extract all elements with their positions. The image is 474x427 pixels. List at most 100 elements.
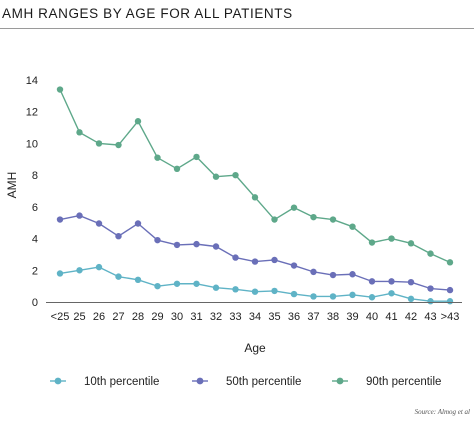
x-tick-label: >43 [441,311,460,323]
legend-swatch-marker [196,377,204,385]
y-tick-label: 14 [26,75,38,87]
data-point [251,288,259,295]
legend-label: 90th percentile [366,376,441,388]
x-tick-label: 38 [327,311,339,323]
data-point [232,254,239,261]
data-point [271,256,278,264]
data-point [212,243,220,250]
x-tick-label: 32 [210,311,222,323]
data-point [115,232,122,240]
x-tick-label: <25 [51,311,70,323]
x-tick-label: 29 [151,311,163,323]
data-point [134,118,142,125]
data-point [173,165,181,172]
data-point [310,293,317,300]
data-point [329,216,337,223]
data-point [212,173,220,180]
x-tick-label: 41 [385,311,397,323]
data-point [76,212,83,219]
data-point [310,268,317,276]
x-tick-label: 25 [73,311,85,323]
legend-label: 10th percentile [84,376,159,388]
data-point [56,216,64,223]
y-axis-ticks: 0 2 4 6 8 10 12 14 [26,75,38,309]
data-point [388,278,395,285]
data-point [134,220,142,227]
data-point [271,287,278,295]
data-point [115,141,122,149]
chart-legend: 10th percentile 50th percentile 90th perce… [50,376,441,388]
data-point [95,220,103,227]
data-point [290,204,298,211]
y-tick-label: 0 [32,297,38,309]
data-point [271,216,278,223]
data-point [56,86,64,93]
page-title: AMH RANGES BY AGE FOR ALL PATIENTS [2,6,293,21]
data-point [56,270,64,277]
data-point [173,280,181,287]
x-tick-label: 31 [190,311,202,323]
x-tick-label: 34 [249,311,261,323]
data-point [134,276,142,283]
x-tick-label: 27 [112,311,124,323]
data-point [446,259,454,266]
series-3 [56,86,454,266]
data-point [310,213,317,221]
x-axis-title: Age [244,341,266,355]
data-point [154,236,161,244]
data-point [76,129,83,136]
x-tick-label: 37 [307,311,319,323]
legend-swatch-marker [336,377,344,385]
data-point [368,239,376,246]
legend-label: 50th percentile [226,376,301,388]
data-point [193,240,200,248]
x-tick-label: 40 [366,311,378,323]
y-tick-label: 8 [32,170,38,182]
y-tick-label: 10 [26,138,38,150]
data-point [368,294,376,301]
data-point [154,282,161,290]
data-point [329,293,337,300]
data-point [368,278,376,285]
x-tick-label: 42 [405,311,417,323]
x-tick-label: 39 [346,311,358,323]
data-point [427,285,434,292]
y-tick-label: 2 [32,265,38,277]
data-point [173,241,181,249]
chart-series [56,86,454,305]
data-point [232,171,239,179]
x-tick-label: 35 [268,311,280,323]
x-tick-label: 36 [288,311,300,323]
data-point [251,194,259,201]
y-axis-title: AMH [5,172,19,199]
data-point [446,286,454,294]
data-point [388,235,395,242]
series-1 [56,263,454,305]
data-point [290,262,298,269]
data-point [407,278,415,286]
data-point [154,154,161,161]
x-tick-label: 33 [229,311,241,323]
x-tick-label: 30 [171,311,183,323]
data-point [349,291,356,299]
data-point [193,280,200,287]
data-point [427,298,434,305]
y-tick-label: 4 [32,234,38,246]
x-tick-label: 43 [424,311,436,323]
series-2 [56,212,454,294]
data-point [290,290,298,298]
data-point [407,240,415,247]
data-point [427,250,434,257]
title-divider [0,28,474,29]
data-point [95,263,103,271]
data-point [95,140,103,147]
data-point [193,153,200,161]
data-point [251,258,259,265]
data-point [349,223,356,230]
x-axis-ticks: <25 25 26 27 28 29 30 31 32 33 34 35 36 37 38 39 40 41 42 4… [51,311,460,323]
data-point [349,271,356,278]
x-tick-label: 26 [93,311,105,323]
data-point [76,267,83,274]
data-point [212,284,220,291]
